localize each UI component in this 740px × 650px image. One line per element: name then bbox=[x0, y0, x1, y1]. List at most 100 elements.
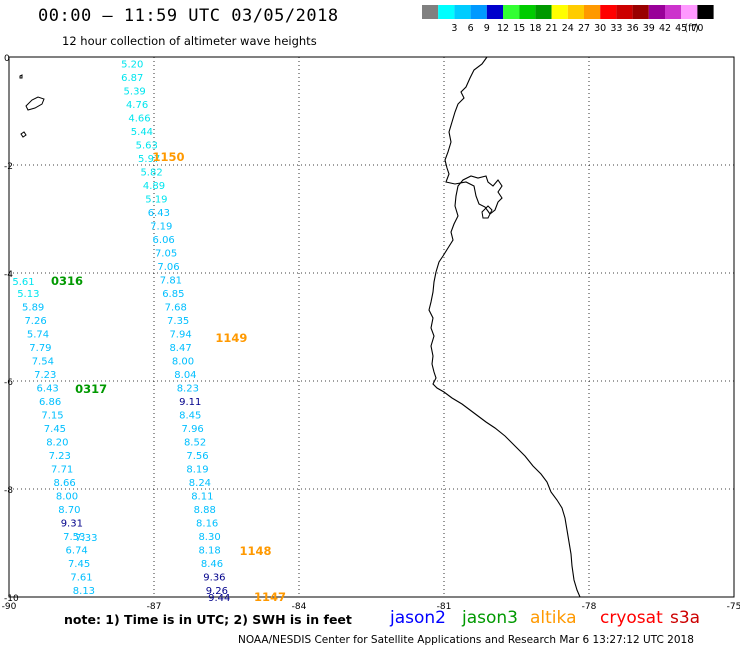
wave-height-label: 9.11 bbox=[179, 397, 201, 408]
colorbar-tick-label: 30 bbox=[594, 23, 606, 34]
colorbar-unit: (ft) bbox=[684, 23, 698, 34]
color-scale-legend: 3 6 9 12 15 18 21 24 27 30 33 36 39 42 45 70(ft) bbox=[422, 5, 714, 34]
wave-height-label: 6.87 bbox=[121, 73, 143, 84]
colorbar-swatch bbox=[551, 5, 568, 19]
longitude-tick-label: -90 bbox=[2, 602, 17, 612]
wave-height-label: 8.46 bbox=[201, 559, 223, 570]
wave-height-label: 7.53 bbox=[63, 532, 85, 543]
colorbar-swatch bbox=[584, 5, 601, 19]
wave-height-label: 6.43 bbox=[37, 383, 59, 394]
wave-height-label: 7.94 bbox=[169, 329, 191, 340]
wave-height-label: 7.68 bbox=[165, 302, 187, 313]
colorbar-swatch bbox=[486, 5, 503, 19]
wave-height-label: 8.52 bbox=[184, 437, 206, 448]
wave-height-label: 8.11 bbox=[191, 491, 213, 502]
wave-height-label: 8.70 bbox=[58, 505, 80, 516]
colorbar-swatch bbox=[535, 5, 552, 19]
colorbar-tick-label: 39 bbox=[643, 23, 655, 34]
wave-height-label: 4.76 bbox=[126, 100, 148, 111]
colorbar-swatch bbox=[422, 5, 439, 19]
wave-height-label: 7.71 bbox=[51, 464, 73, 475]
wave-height-label: 7.81 bbox=[160, 275, 182, 286]
wave-height-label: 5.63 bbox=[136, 140, 158, 151]
satellite-legend-jason3: jason3 bbox=[461, 608, 518, 628]
wave-height-label: 5.39 bbox=[124, 86, 146, 97]
latitude-tick-label: 0 bbox=[4, 54, 10, 64]
colorbar-tick-label: 3 bbox=[451, 23, 457, 34]
wave-height-label: 8.24 bbox=[189, 478, 211, 489]
longitude-tick-label: -75 bbox=[727, 602, 740, 612]
pass-time-label: 0316 bbox=[51, 274, 83, 288]
colorbar-swatch bbox=[567, 5, 584, 19]
colorbar-tick-label: 12 bbox=[497, 23, 509, 34]
wave-height-label: 7.96 bbox=[182, 424, 204, 435]
colorbar-swatch bbox=[632, 5, 649, 19]
wave-height-label: 7.45 bbox=[44, 424, 66, 435]
wave-height-label: 8.88 bbox=[194, 505, 216, 516]
colorbar-tick-label: 42 bbox=[659, 23, 671, 34]
wave-height-label: 8.66 bbox=[53, 478, 75, 489]
colorbar-tick-label: 21 bbox=[546, 23, 558, 34]
wave-height-label: 5.97 bbox=[138, 154, 160, 165]
latitude-tick-label: -4 bbox=[4, 270, 13, 280]
wave-height-label: 7.35 bbox=[167, 316, 189, 327]
colorbar-tick-label: 24 bbox=[562, 23, 574, 34]
wave-height-label: 5.20 bbox=[121, 59, 143, 70]
wave-height-label: 5.44 bbox=[131, 127, 153, 138]
coastline bbox=[428, 56, 581, 598]
colorbar-swatch bbox=[454, 5, 471, 19]
longitude-tick-label: -78 bbox=[582, 602, 597, 612]
longitude-tick-label: -87 bbox=[147, 602, 162, 612]
colorbar-swatch bbox=[600, 5, 617, 19]
satellite-legend-s3a: s3a bbox=[670, 608, 700, 628]
colorbar-swatch bbox=[681, 5, 698, 19]
pass-time-label: 1147 bbox=[254, 590, 286, 604]
wave-height-label: 8.20 bbox=[46, 437, 68, 448]
wave-height-label: 5.89 bbox=[22, 302, 44, 313]
pass-time-label: 0317 bbox=[75, 382, 107, 396]
island-outline bbox=[19, 74, 23, 79]
wave-height-label: 6.86 bbox=[39, 397, 61, 408]
pass-time-label: 1149 bbox=[215, 331, 247, 345]
colorbar-swatch bbox=[616, 5, 633, 19]
wave-height-label: 7.06 bbox=[157, 262, 179, 273]
colorbar-tick-label: 33 bbox=[610, 23, 622, 34]
pass-time-label: 1150 bbox=[152, 150, 184, 164]
colorbar-tick-label: 18 bbox=[529, 23, 541, 34]
wave-height-label: 7.05 bbox=[155, 248, 177, 259]
wave-height-label: 7.23 bbox=[34, 370, 56, 381]
colorbar-swatch bbox=[665, 5, 682, 19]
satellite-legend-cryosat: cryosat bbox=[600, 608, 663, 628]
colorbar-swatch bbox=[697, 5, 714, 19]
wave-height-label: 6.06 bbox=[153, 235, 175, 246]
wave-height-label: 7.45 bbox=[68, 559, 90, 570]
wave-height-label: 8.47 bbox=[169, 343, 191, 354]
longitude-tick-label: -81 bbox=[437, 602, 452, 612]
colorbar-tick-label: 45 bbox=[675, 23, 687, 34]
wave-height-label: 8.00 bbox=[56, 491, 78, 502]
latitude-tick-label: -8 bbox=[4, 486, 13, 496]
island-outline bbox=[481, 205, 493, 219]
colorbar-tick-label: 70 bbox=[691, 23, 703, 34]
wave-height-label: 8.45 bbox=[179, 410, 201, 421]
wave-height-label: 7.54 bbox=[32, 356, 54, 367]
wave-height-label: 4.66 bbox=[128, 113, 150, 124]
wave-height-label: 9.36 bbox=[203, 572, 225, 583]
wave-height-label: 7.33 bbox=[75, 533, 97, 544]
colorbar-swatch bbox=[519, 5, 536, 19]
colorbar-swatch bbox=[470, 5, 487, 19]
map-subtitle: 12 hour collection of altimeter wave hei… bbox=[62, 34, 317, 48]
colorbar-swatch bbox=[503, 5, 520, 19]
wave-height-label: 7.61 bbox=[70, 572, 92, 583]
wave-height-label: 9.31 bbox=[61, 518, 83, 529]
island-outline bbox=[25, 96, 45, 111]
colorbar-swatch bbox=[438, 5, 455, 19]
latitude-tick-label: -6 bbox=[4, 378, 13, 388]
colorbar-tick-label: 9 bbox=[484, 23, 490, 34]
wave-height-label: 7.79 bbox=[29, 343, 51, 354]
latitude-tick-label: -10 bbox=[4, 594, 19, 604]
wave-height-label: 8.23 bbox=[177, 383, 199, 394]
wave-height-label: 7.23 bbox=[49, 451, 71, 462]
wave-height-label: 5.61 bbox=[12, 277, 34, 288]
